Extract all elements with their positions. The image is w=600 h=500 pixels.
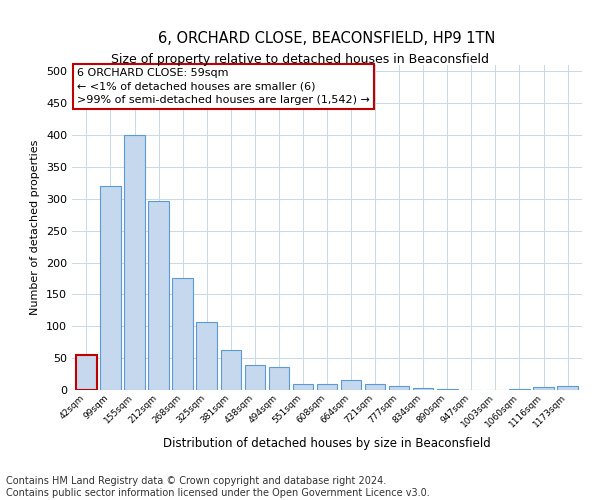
Text: Contains HM Land Registry data © Crown copyright and database right 2024.
Contai: Contains HM Land Registry data © Crown c… bbox=[6, 476, 430, 498]
Text: Size of property relative to detached houses in Beaconsfield: Size of property relative to detached ho… bbox=[111, 52, 489, 66]
Bar bbox=[148, 200, 169, 390]
X-axis label: Distribution of detached houses by size in Beaconsfield: Distribution of detached houses by size … bbox=[163, 438, 491, 450]
Bar bbox=[533, 387, 554, 390]
Bar bbox=[269, 367, 289, 390]
Bar bbox=[221, 350, 241, 390]
Bar bbox=[413, 388, 433, 390]
Bar bbox=[389, 386, 409, 390]
Bar bbox=[317, 384, 337, 390]
Bar bbox=[293, 384, 313, 390]
Bar bbox=[365, 384, 385, 390]
Bar bbox=[341, 380, 361, 390]
Title: 6, ORCHARD CLOSE, BEACONSFIELD, HP9 1TN: 6, ORCHARD CLOSE, BEACONSFIELD, HP9 1TN bbox=[158, 31, 496, 46]
Bar bbox=[124, 135, 145, 390]
Bar bbox=[172, 278, 193, 390]
Bar bbox=[76, 355, 97, 390]
Y-axis label: Number of detached properties: Number of detached properties bbox=[31, 140, 40, 315]
Bar bbox=[196, 322, 217, 390]
Bar bbox=[100, 186, 121, 390]
Bar bbox=[557, 386, 578, 390]
Bar bbox=[245, 364, 265, 390]
Text: 6 ORCHARD CLOSE: 59sqm
← <1% of detached houses are smaller (6)
>99% of semi-det: 6 ORCHARD CLOSE: 59sqm ← <1% of detached… bbox=[77, 68, 370, 104]
